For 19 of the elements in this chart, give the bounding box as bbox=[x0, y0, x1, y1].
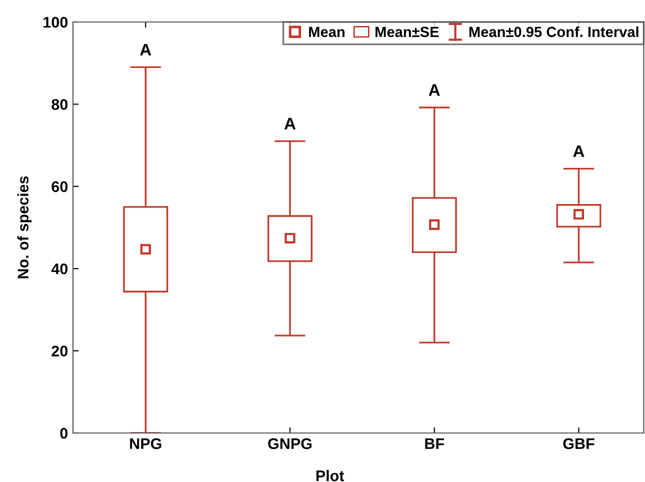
y-tick-label: 20 bbox=[52, 346, 68, 356]
legend-label: Mean±0.95 Conf. Interval bbox=[469, 26, 638, 38]
annotation: A bbox=[573, 145, 584, 157]
y-tick-label: 80 bbox=[52, 99, 68, 110]
y-tick-label: 0 bbox=[60, 428, 68, 439]
annotation: A bbox=[428, 84, 440, 96]
y-tick-label: 60 bbox=[52, 181, 68, 192]
y-tick-label: 40 bbox=[51, 263, 68, 274]
legend-label: Mean bbox=[309, 26, 344, 38]
y-axis-title: No. of species bbox=[17, 176, 32, 278]
x-tick-label: GNPG bbox=[268, 438, 312, 450]
annotation: A bbox=[140, 44, 152, 56]
annotation: A bbox=[284, 118, 296, 130]
x-tick-label: BF bbox=[425, 438, 444, 449]
y-tick-label: 100 bbox=[44, 16, 68, 28]
x-tick-label: NPG bbox=[130, 438, 162, 450]
legend-label: Mean±SE bbox=[376, 26, 439, 38]
x-tick-label: GBF bbox=[563, 438, 594, 450]
x-axis-title: Plot bbox=[316, 470, 344, 482]
